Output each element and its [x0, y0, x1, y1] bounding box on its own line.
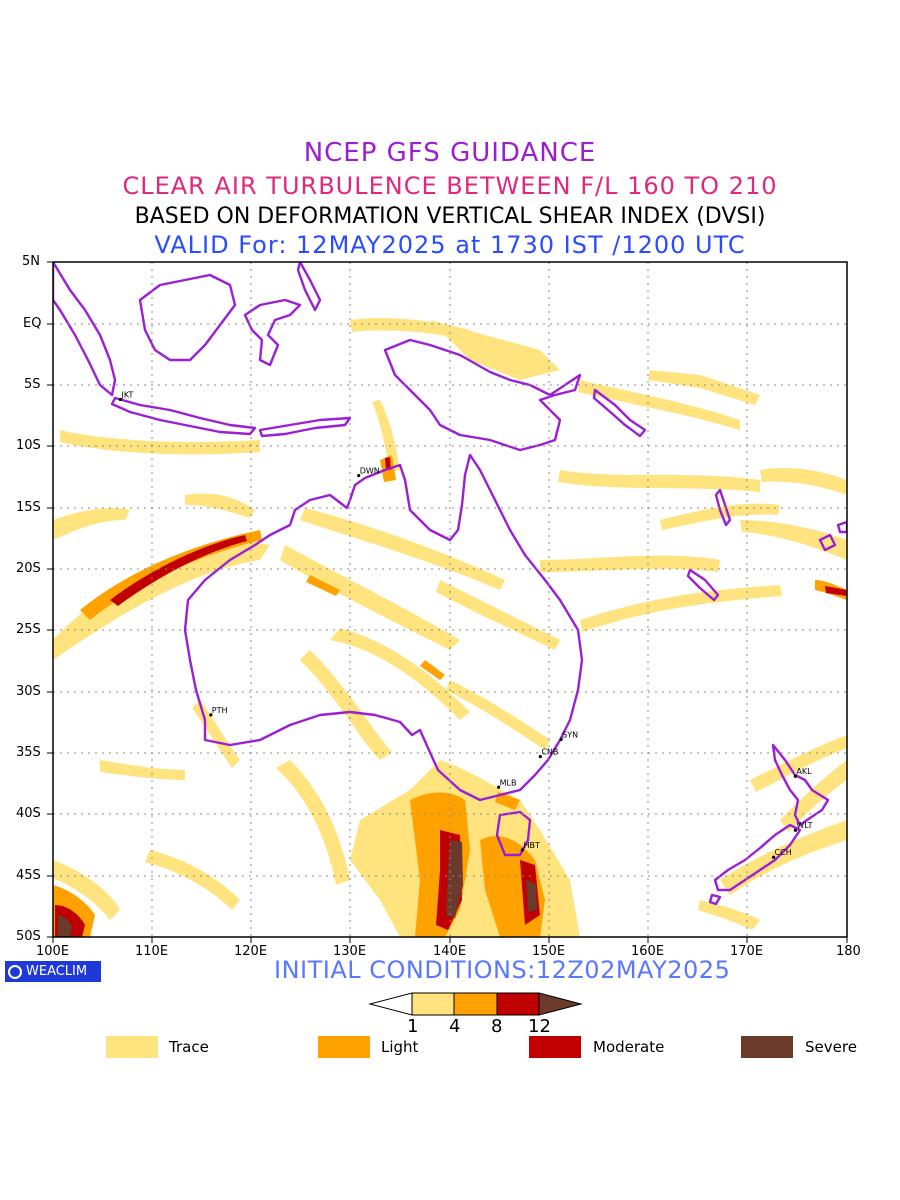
lat-label: 5S — [24, 377, 41, 392]
lat-label: 30S — [16, 684, 41, 699]
legend-swatch-severe — [741, 1036, 793, 1058]
initial-conditions: INITIAL CONDITIONS:12Z02MAY2025 — [274, 956, 731, 984]
legend-label-light: Light — [381, 1038, 419, 1056]
station-marker — [357, 473, 361, 478]
lon-label: 140E — [433, 944, 467, 959]
title-line-2: CLEAR AIR TURBULENCE BETWEEN F/L 160 TO … — [122, 172, 778, 200]
lat-label: 40S — [16, 806, 41, 821]
lon-label: 110E — [135, 944, 169, 959]
legend-swatch-light — [318, 1036, 370, 1058]
colorbar-tick: 1 — [407, 1016, 419, 1037]
colorbar-segment-above-12 — [538, 992, 583, 1016]
lat-label: 35S — [16, 745, 41, 760]
lon-label: 130E — [333, 944, 367, 959]
colorbar-segment-below-1 — [368, 992, 413, 1016]
lat-label: 25S — [16, 622, 41, 637]
coastlines — [53, 262, 847, 906]
lat-label: 50S — [16, 929, 41, 944]
colorbar-segment-8-12 — [496, 992, 540, 1016]
lon-label: 160E — [631, 944, 665, 959]
station-label: AKL — [796, 767, 812, 776]
station-label: PTH — [212, 706, 228, 715]
legend-swatch-trace — [106, 1036, 158, 1058]
station-label: CCH — [775, 848, 792, 857]
title-line-1: NCEP GFS GUIDANCE — [303, 138, 597, 168]
legend-label-severe: Severe — [805, 1038, 857, 1056]
colorbar-tick: 12 — [528, 1016, 551, 1037]
station-marker — [793, 828, 797, 832]
station-marker — [538, 754, 542, 759]
lat-label: 5N — [22, 254, 40, 269]
lon-label: 150E — [532, 944, 566, 959]
title-line-4: VALID For: 12MAY2025 at 1730 IST /1200 U… — [154, 231, 746, 259]
copyright-icon — [8, 965, 22, 979]
station-label: CNB — [541, 748, 558, 757]
station-marker — [520, 848, 525, 852]
legend-swatch-moderate — [529, 1036, 581, 1058]
legend-label-trace: Trace — [169, 1038, 209, 1056]
station-marker — [118, 397, 123, 402]
station-marker — [559, 737, 563, 742]
station-label: DWN — [360, 467, 380, 476]
lat-label: 20S — [16, 561, 41, 576]
colorbar — [368, 992, 583, 1016]
lon-label: 120E — [234, 944, 268, 959]
axis-ticks — [47, 261, 848, 943]
lat-label: 45S — [16, 868, 41, 883]
station-marker — [209, 713, 213, 717]
legend-label-moderate: Moderate — [593, 1038, 665, 1056]
lon-label: 180 — [836, 944, 861, 959]
station-marker — [497, 785, 501, 789]
station-label: MLB — [500, 778, 517, 787]
lat-label: 15S — [16, 500, 41, 515]
station-label: HBT — [523, 841, 540, 850]
station-label: SYN — [562, 730, 578, 739]
station-label: WLT — [796, 821, 812, 830]
station-marker — [793, 774, 797, 778]
lat-label: EQ — [23, 316, 42, 331]
lon-label: 100E — [36, 944, 70, 959]
weaclim-logo: WEACLIM — [5, 961, 101, 982]
colorbar-segment-4-8 — [453, 992, 498, 1016]
colorbar-tick: 8 — [491, 1016, 503, 1037]
title-line-3: BASED ON DEFORMATION VERTICAL SHEAR INDE… — [134, 204, 766, 229]
station-marker — [771, 855, 776, 859]
station-labels: JKT DWN PTH SYN CNB MLB HBT AKL WLT CCH — [118, 390, 813, 859]
graticule — [53, 262, 847, 937]
colorbar-segment-1-4 — [411, 992, 455, 1016]
brand-label: WEACLIM — [26, 964, 88, 979]
lat-label: 10S — [16, 438, 41, 453]
lon-label: 170E — [730, 944, 764, 959]
colorbar-tick: 4 — [449, 1016, 461, 1037]
station-label: JKT — [120, 390, 133, 399]
